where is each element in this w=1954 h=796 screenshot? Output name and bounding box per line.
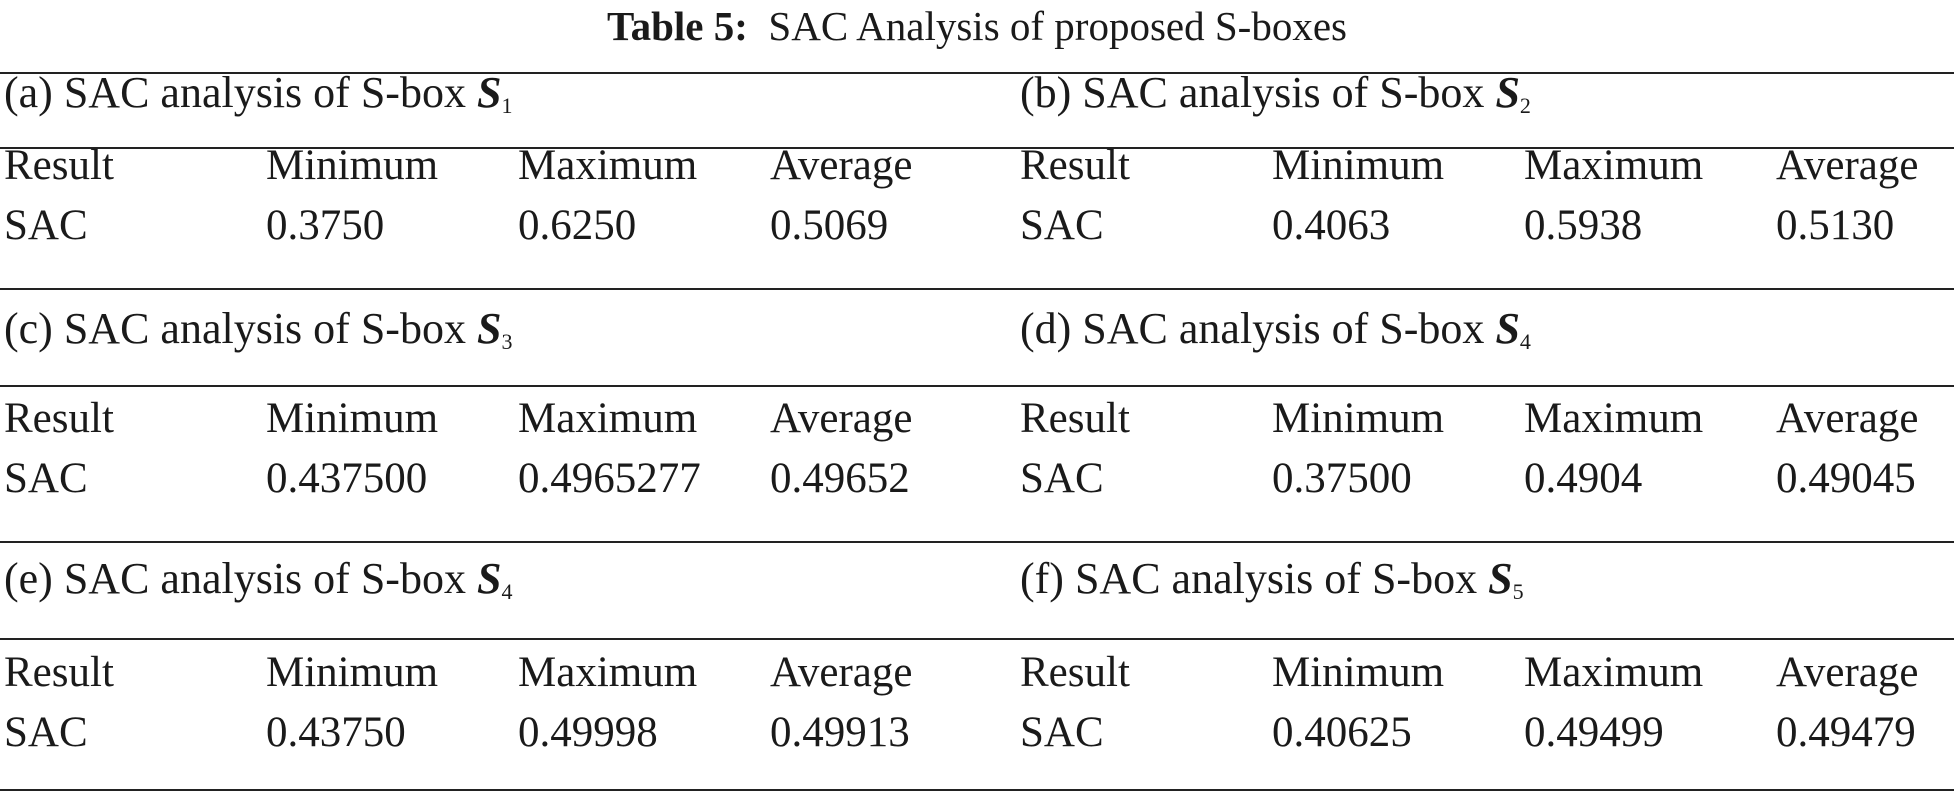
row-label: SAC (4, 709, 88, 756)
caption-text: (a) SAC analysis of S-box (4, 68, 466, 117)
sbox-letter: S (476, 304, 502, 353)
sbox-symbol: S4 (476, 554, 513, 604)
column-header-result: Result (1020, 649, 1130, 696)
column-header-average: Average (1776, 649, 1919, 696)
maximum-value: 0.5938 (1524, 202, 1643, 249)
sbox-subscript: 4 (1519, 329, 1531, 354)
sbox-subscript: 1 (501, 93, 513, 118)
row-label: SAC (1020, 202, 1104, 249)
column-header-average: Average (1776, 142, 1919, 189)
sbox-subscript: 4 (501, 579, 513, 604)
caption-text: (f) SAC analysis of S-box (1020, 554, 1478, 603)
sbox-subscript: 2 (1519, 93, 1531, 118)
caption-rule (0, 638, 1954, 640)
sbox-letter: S (1495, 68, 1520, 117)
column-header-result: Result (4, 649, 114, 696)
column-header-average: Average (770, 395, 913, 442)
average-value: 0.5069 (770, 202, 889, 249)
column-header-maximum: Maximum (1524, 142, 1704, 189)
column-header-minimum: Minimum (266, 395, 439, 442)
section-rule (0, 541, 1954, 543)
column-header-minimum: Minimum (266, 649, 439, 696)
column-header-minimum: Minimum (1272, 395, 1445, 442)
column-header-minimum: Minimum (1272, 142, 1445, 189)
minimum-value: 0.4063 (1272, 202, 1391, 249)
minimum-value: 0.43750 (266, 709, 406, 756)
column-header-minimum: Minimum (266, 142, 439, 189)
average-value: 0.49479 (1776, 709, 1916, 756)
column-header-average: Average (770, 142, 913, 189)
sbox-symbol: S1 (476, 68, 513, 118)
caption-text: (c) SAC analysis of S-box (4, 304, 466, 353)
subtable-caption: (d) SAC analysis of S-box S4 (1020, 304, 1531, 361)
sbox-subscript: 3 (501, 329, 513, 354)
maximum-value: 0.4904 (1524, 455, 1643, 502)
minimum-value: 0.3750 (266, 202, 385, 249)
column-header-result: Result (4, 395, 114, 442)
row-label: SAC (4, 455, 88, 502)
caption-text: (d) SAC analysis of S-box (1020, 304, 1485, 353)
average-value: 0.5130 (1776, 202, 1895, 249)
caption-rule (0, 147, 1954, 149)
average-value: 0.49045 (1776, 455, 1916, 502)
maximum-value: 0.49998 (518, 709, 658, 756)
sbox-subscript: 5 (1512, 579, 1524, 604)
sbox-symbol: S3 (476, 304, 513, 354)
subtable-caption: (f) SAC analysis of S-box S5 (1020, 554, 1524, 611)
sbox-letter: S (476, 554, 502, 603)
bottom-rule (0, 789, 1954, 791)
subtable-caption: (e) SAC analysis of S-box S4 (4, 554, 512, 611)
row-label: SAC (1020, 709, 1104, 756)
caption-text: (e) SAC analysis of S-box (4, 554, 466, 603)
column-header-maximum: Maximum (518, 395, 698, 442)
sbox-letter: S (476, 68, 502, 117)
sbox-letter: S (1495, 304, 1520, 353)
top-rule (0, 72, 1954, 74)
column-header-maximum: Maximum (518, 142, 698, 189)
column-header-maximum: Maximum (518, 649, 698, 696)
average-value: 0.49652 (770, 455, 910, 502)
minimum-value: 0.37500 (1272, 455, 1412, 502)
subtable-caption: (b) SAC analysis of S-box S2 (1020, 68, 1531, 125)
table-title-text: SAC Analysis of proposed S-boxes (768, 3, 1347, 49)
maximum-value: 0.4965277 (518, 455, 701, 502)
caption-text: (b) SAC analysis of S-box (1020, 68, 1485, 117)
row-label: SAC (1020, 455, 1104, 502)
row-label: SAC (4, 202, 88, 249)
sbox-letter: S (1488, 554, 1513, 603)
sbox-symbol: S4 (1495, 304, 1531, 354)
column-header-result: Result (4, 142, 114, 189)
minimum-value: 0.437500 (266, 455, 428, 502)
sbox-symbol: S5 (1488, 554, 1524, 604)
average-value: 0.49913 (770, 709, 910, 756)
maximum-value: 0.49499 (1524, 709, 1664, 756)
maximum-value: 0.6250 (518, 202, 637, 249)
section-rule (0, 288, 1954, 290)
column-header-maximum: Maximum (1524, 395, 1704, 442)
subtable-caption: (c) SAC analysis of S-box S3 (4, 304, 512, 361)
caption-rule (0, 385, 1954, 387)
column-header-maximum: Maximum (1524, 649, 1704, 696)
subtable-caption: (a) SAC analysis of S-box S1 (4, 68, 512, 125)
column-header-minimum: Minimum (1272, 649, 1445, 696)
column-header-average: Average (1776, 395, 1919, 442)
column-header-average: Average (770, 649, 913, 696)
table-label: Table 5: (607, 3, 748, 49)
column-header-result: Result (1020, 142, 1130, 189)
minimum-value: 0.40625 (1272, 709, 1412, 756)
table-title: Table 5: SAC Analysis of proposed S-boxe… (0, 4, 1954, 48)
sbox-symbol: S2 (1495, 68, 1531, 118)
column-header-result: Result (1020, 395, 1130, 442)
